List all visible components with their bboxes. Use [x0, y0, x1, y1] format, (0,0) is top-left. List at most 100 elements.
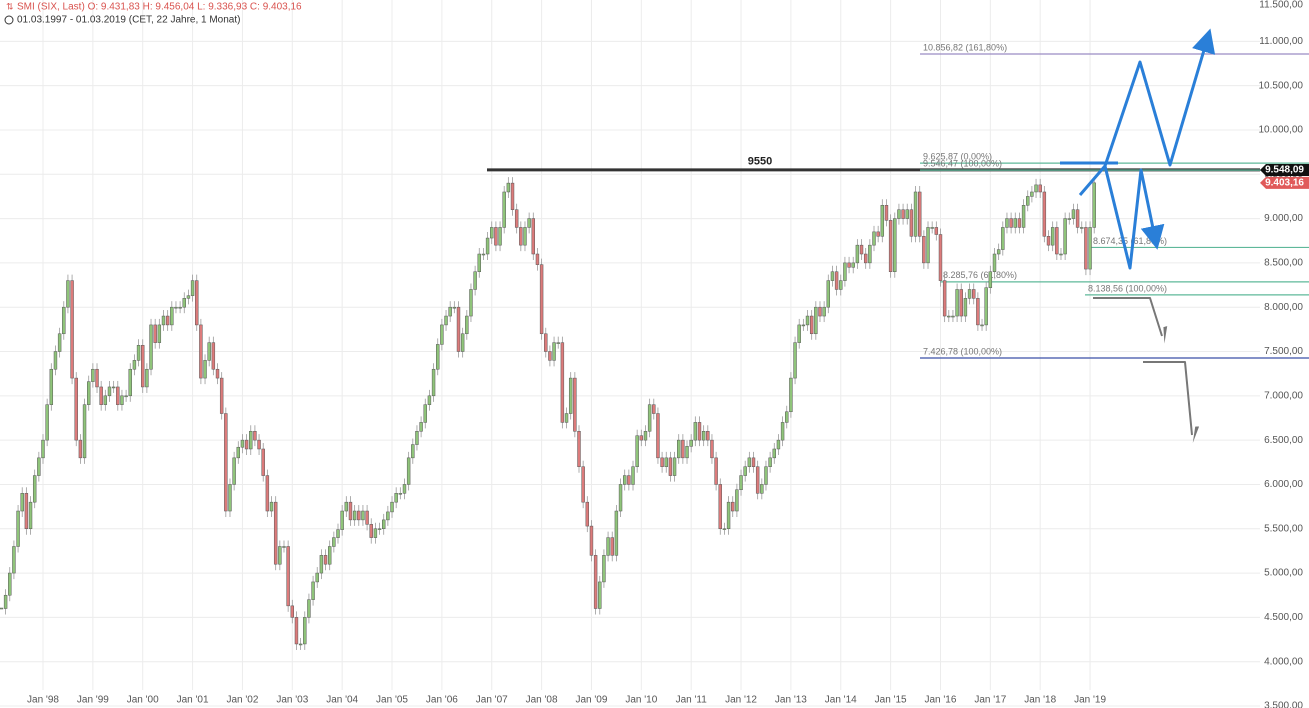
candle: [851, 262, 855, 268]
candle: [28, 501, 33, 530]
candle: [706, 431, 710, 441]
x-tick-label: Jan '99: [77, 695, 109, 706]
candle: [82, 404, 87, 459]
candle: [980, 324, 984, 327]
candle: [402, 484, 407, 494]
candle: [755, 466, 760, 494]
x-tick-label: Jan '15: [875, 695, 907, 706]
candle: [872, 231, 876, 246]
candle: [951, 315, 955, 318]
candle: [947, 315, 951, 318]
candle: [323, 555, 328, 565]
candle: [710, 439, 714, 459]
candle: [195, 280, 199, 326]
candle: [926, 227, 930, 264]
candle: [776, 439, 781, 450]
chart-icon: ⇅: [6, 1, 14, 11]
candle: [66, 280, 70, 308]
y-tick-label: 6.000,00: [1264, 479, 1303, 490]
candle: [884, 205, 889, 221]
candle: [340, 510, 344, 530]
x-tick-label: Jan '00: [127, 695, 159, 706]
fib-label: 7.426,78 (100,00%): [923, 346, 1002, 356]
candle: [120, 395, 124, 405]
fib-label: 8.285,76 (61,80%): [943, 270, 1017, 280]
candles: [0, 176, 1096, 650]
x-tick-label: Jan '19: [1074, 695, 1106, 706]
candle: [294, 617, 299, 645]
candle: [685, 446, 689, 459]
x-tick-label: Jan '07: [476, 695, 508, 706]
candle: [552, 342, 556, 361]
candle: [1080, 227, 1084, 229]
candle: [535, 253, 540, 265]
candle: [494, 227, 498, 246]
candle: [826, 280, 830, 308]
candle: [348, 501, 353, 521]
y-tick-label: 4.500,00: [1264, 612, 1303, 623]
blue-arrow: [1103, 28, 1216, 167]
candle: [136, 345, 141, 361]
candle: [436, 344, 440, 370]
candle: [581, 466, 585, 503]
candle: [556, 342, 560, 344]
candle: [244, 439, 249, 450]
candle: [751, 457, 756, 467]
y-tick-label: 3.500,00: [1264, 701, 1303, 708]
fib-label: 8.138,56 (100,00%): [1088, 283, 1167, 293]
candle: [12, 546, 16, 574]
candle: [485, 237, 490, 255]
candle: [257, 439, 261, 450]
candle: [431, 368, 436, 397]
price-label: 9.403,16: [1265, 177, 1304, 188]
candle: [253, 431, 257, 441]
x-tick-label: Jan '09: [575, 695, 607, 706]
chart-title: SMI (SIX, Last) O: 9.431,83 H: 9.456,04 …: [17, 2, 302, 13]
candle: [3, 594, 8, 609]
candle: [839, 280, 843, 290]
y-tick-label: 8.000,00: [1264, 302, 1303, 313]
candle: [847, 262, 851, 268]
y-tick-label: 6.500,00: [1264, 435, 1303, 446]
candle: [876, 231, 880, 237]
candle: [855, 244, 860, 264]
candle: [249, 431, 253, 450]
candle: [311, 581, 315, 600]
candle: [390, 501, 394, 513]
candle: [544, 333, 548, 352]
candle: [668, 457, 673, 476]
candle: [1046, 236, 1051, 246]
candle: [785, 411, 789, 423]
grey-arrow: [1093, 297, 1168, 344]
candle: [955, 289, 959, 317]
y-tick-label: 7.000,00: [1264, 390, 1303, 401]
candle: [905, 209, 909, 219]
candle: [203, 360, 207, 379]
candle: [95, 368, 99, 388]
grid: [0, 0, 1260, 707]
candle: [514, 209, 519, 228]
candle: [930, 227, 934, 229]
candle: [174, 306, 178, 309]
fib-label: 10.856,82 (161,80%): [923, 42, 1007, 52]
candle: [352, 510, 357, 521]
candle: [452, 306, 457, 309]
candle: [344, 501, 349, 512]
candle: [934, 227, 939, 235]
candle: [922, 236, 926, 264]
candle: [373, 528, 378, 538]
candle: [24, 493, 29, 529]
candle: [398, 493, 403, 495]
candle: [1030, 191, 1034, 197]
y-tick-label: 11.500,00: [1259, 0, 1303, 11]
candle: [45, 404, 49, 441]
candle: [327, 546, 332, 565]
candle: [0, 607, 4, 610]
candle: [145, 368, 149, 388]
candle: [722, 528, 727, 530]
candle: [913, 191, 918, 237]
candle: [1088, 227, 1092, 270]
candle: [519, 227, 523, 246]
candle: [959, 289, 963, 317]
